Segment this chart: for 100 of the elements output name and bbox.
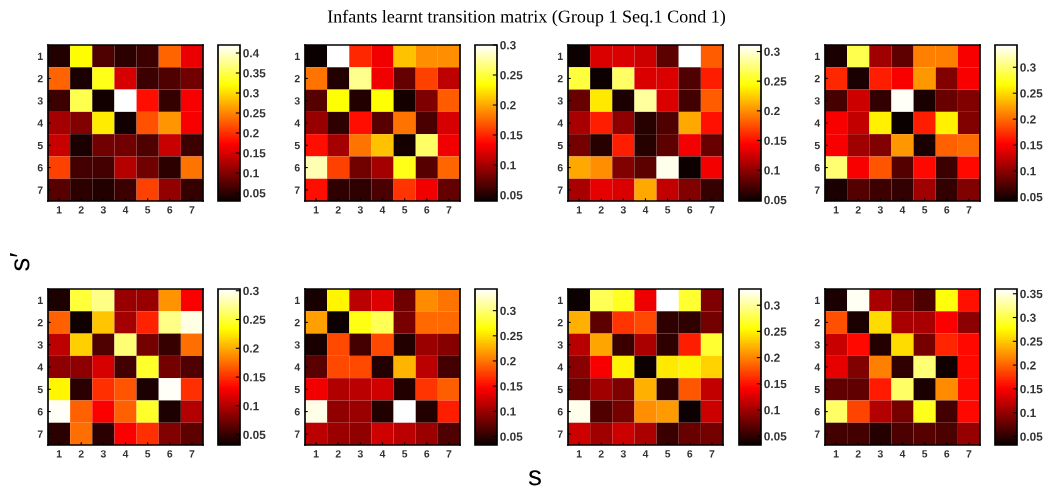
color-bar-label: 0.25 bbox=[500, 71, 523, 80]
x-tick-label: 4 bbox=[899, 450, 906, 458]
y-tick-label: 6 bbox=[814, 164, 820, 172]
x-tick-label: 7 bbox=[446, 450, 452, 458]
x-tick-label: 7 bbox=[709, 206, 715, 214]
y-axis-title: s′ bbox=[10, 252, 30, 271]
y-tick-label: 6 bbox=[294, 408, 300, 416]
color-bar-label: 0.05 bbox=[500, 432, 523, 441]
x-tick-label: 7 bbox=[709, 450, 715, 458]
x-tick-label: 3 bbox=[620, 206, 626, 214]
color-bar-label: 0.3 bbox=[500, 41, 516, 50]
x-tick-label: 4 bbox=[899, 206, 906, 214]
x-tick-label: 6 bbox=[944, 450, 950, 458]
color-bar-label: 0.3 bbox=[500, 306, 516, 316]
y-tick-label: 5 bbox=[557, 385, 563, 394]
color-bar-label: 0.1 bbox=[243, 401, 259, 411]
x-tick-label: 5 bbox=[402, 450, 408, 458]
color-bar-label: 0.15 bbox=[764, 379, 787, 389]
y-tick-label: 6 bbox=[557, 408, 563, 416]
y-tick-label: 6 bbox=[37, 408, 43, 416]
x-tick-label: 3 bbox=[357, 450, 363, 458]
x-tick-label: 4 bbox=[122, 450, 129, 458]
x-tick-label: 5 bbox=[665, 206, 671, 214]
color-bar-label: 0.25 bbox=[243, 315, 266, 324]
color-bar-label: 0.05 bbox=[764, 432, 787, 441]
y-tick-label: 2 bbox=[557, 318, 563, 327]
color-bar-label: 0.2 bbox=[764, 353, 780, 362]
color-bar-label: 0.1 bbox=[243, 169, 259, 178]
y-tick-label: 2 bbox=[37, 318, 43, 327]
x-tick-label: 2 bbox=[598, 206, 604, 214]
x-tick-label: 4 bbox=[379, 450, 386, 458]
color-bar-label: 0.15 bbox=[243, 373, 266, 382]
x-tick-label: 5 bbox=[665, 450, 671, 458]
x-tick-label: 5 bbox=[145, 206, 151, 214]
x-tick-label: 7 bbox=[189, 206, 195, 214]
color-bar-label: 0.3 bbox=[243, 286, 259, 296]
color-bar-label: 0.1 bbox=[764, 405, 780, 415]
x-tick-label: 1 bbox=[56, 450, 62, 458]
x-tick-label: 5 bbox=[145, 450, 151, 458]
color-bar-label: 0.25 bbox=[1020, 89, 1043, 98]
color-bar-label: 0.25 bbox=[500, 331, 523, 341]
y-tick-label: 5 bbox=[557, 141, 563, 150]
color-bar-label: 0.05 bbox=[243, 430, 266, 440]
y-tick-label: 3 bbox=[557, 97, 563, 105]
y-tick-label: 1 bbox=[38, 296, 43, 304]
color-bar-label: 0.2 bbox=[243, 129, 259, 138]
y-tick-label: 7 bbox=[557, 186, 563, 194]
x-tick-label: 5 bbox=[922, 450, 928, 458]
y-tick-label: 5 bbox=[294, 385, 300, 394]
y-tick-label: 1 bbox=[558, 52, 563, 60]
color-bar-label: 0.2 bbox=[500, 357, 516, 366]
x-axis-title: s bbox=[528, 470, 541, 486]
color-bar-label: 0.1 bbox=[1020, 408, 1036, 418]
x-tick-label: 1 bbox=[576, 206, 582, 214]
color-bar-label: 0.3 bbox=[1020, 63, 1036, 72]
x-tick-label: 6 bbox=[167, 206, 173, 214]
y-tick-label: 4 bbox=[814, 119, 821, 127]
x-tick-label: 7 bbox=[966, 450, 972, 458]
color-bar-label: 0.2 bbox=[500, 101, 516, 110]
y-tick-label: 6 bbox=[814, 408, 820, 416]
x-tick-label: 6 bbox=[687, 206, 693, 214]
color-bar-label: 0.15 bbox=[500, 382, 523, 391]
y-tick-label: 3 bbox=[814, 97, 820, 105]
color-bar-label: 0.2 bbox=[764, 106, 780, 116]
y-tick-label: 7 bbox=[37, 186, 43, 194]
color-bar-label: 0.15 bbox=[243, 149, 266, 158]
color-bar-label: 0.3 bbox=[764, 47, 780, 56]
x-tick-label: 2 bbox=[335, 206, 341, 214]
color-bar-label: 0.4 bbox=[243, 49, 260, 58]
x-tick-label: 2 bbox=[335, 450, 341, 458]
x-tick-label: 2 bbox=[78, 450, 84, 458]
y-tick-label: 2 bbox=[814, 318, 820, 327]
x-tick-label: 1 bbox=[313, 450, 319, 458]
y-tick-label: 5 bbox=[294, 141, 300, 150]
color-bar-label: 0.15 bbox=[764, 136, 787, 145]
color-bar-label: 0.05 bbox=[243, 189, 266, 198]
y-tick-label: 2 bbox=[557, 74, 563, 83]
y-tick-label: 5 bbox=[37, 385, 43, 394]
x-tick-label: 6 bbox=[424, 450, 430, 458]
y-tick-label: 1 bbox=[815, 52, 820, 60]
color-bar-label: 0.05 bbox=[764, 195, 787, 205]
x-tick-label: 2 bbox=[855, 206, 861, 214]
x-tick-label: 1 bbox=[313, 206, 319, 214]
x-tick-label: 5 bbox=[922, 206, 928, 214]
y-tick-label: 7 bbox=[294, 430, 300, 438]
y-tick-label: 2 bbox=[814, 74, 820, 83]
color-bar-label: 0.2 bbox=[1020, 115, 1036, 124]
y-tick-label: 2 bbox=[294, 318, 300, 327]
color-bar-label: 0.25 bbox=[1020, 337, 1043, 346]
color-bar-label: 0.3 bbox=[1020, 313, 1036, 322]
x-tick-label: 6 bbox=[167, 450, 173, 458]
color-bar-label: 0.35 bbox=[243, 69, 266, 78]
y-tick-label: 3 bbox=[294, 97, 300, 105]
color-bar-label: 0.05 bbox=[1020, 192, 1043, 202]
y-tick-label: 1 bbox=[295, 296, 300, 304]
y-tick-label: 4 bbox=[37, 119, 44, 127]
x-tick-label: 3 bbox=[877, 450, 883, 458]
x-tick-label: 2 bbox=[598, 450, 604, 458]
y-tick-label: 3 bbox=[294, 341, 300, 349]
x-tick-label: 2 bbox=[855, 450, 861, 458]
